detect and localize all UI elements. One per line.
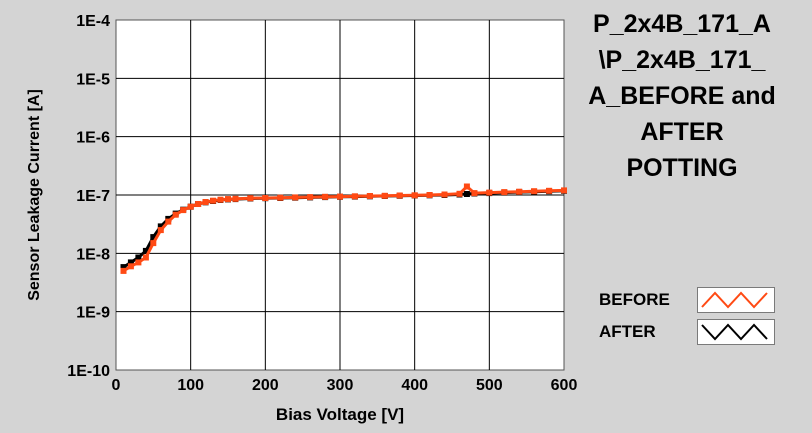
data-point-before (135, 259, 142, 266)
data-point-before (262, 195, 269, 201)
x-axis-label: Bias Voltage [V] (276, 405, 404, 424)
x-tick-label: 600 (551, 377, 578, 394)
data-point-after (463, 191, 470, 197)
y-tick-label: 1E-8 (76, 246, 110, 263)
data-point-after (157, 223, 164, 230)
data-point-before (225, 196, 231, 203)
data-point-before (180, 207, 187, 214)
data-point-before (322, 193, 329, 200)
title-line-4: AFTER (640, 118, 724, 146)
data-point-before (516, 188, 523, 195)
legend-item-after[interactable]: AFTER (597, 316, 777, 345)
data-point-before (426, 192, 433, 198)
legend-item-before[interactable]: BEFORE (597, 284, 777, 313)
legend-swatch-after-icon (701, 323, 768, 341)
data-point-before (292, 194, 299, 201)
data-point-before (337, 193, 343, 200)
grid-layer (116, 20, 564, 370)
data-point-before (217, 196, 224, 203)
data-point-before (463, 183, 470, 190)
data-point-before (456, 190, 463, 197)
legend-label-before: BEFORE (599, 290, 670, 309)
data-point-before (531, 188, 538, 195)
data-point-before (210, 197, 217, 204)
x-tick-label: 100 (177, 377, 204, 394)
legend-swatch-after[interactable] (697, 319, 775, 345)
data-point-before (142, 254, 149, 261)
data-point-after (135, 254, 142, 261)
data-point-before (195, 201, 202, 207)
legend-label-after: AFTER (599, 322, 656, 341)
data-point-before (501, 189, 508, 196)
series-layer (120, 183, 567, 274)
y-tick-label: 1E-9 (76, 305, 110, 322)
x-tick-label: 200 (252, 377, 279, 394)
data-point-before (396, 192, 403, 199)
data-point-before (187, 203, 194, 210)
data-point-before (277, 194, 284, 201)
title-line-1: P_2x4B_171_A (593, 10, 771, 38)
title-line-3: A_BEFORE and (588, 82, 776, 110)
legend-swatch-before-icon (701, 291, 768, 309)
y-tick-label: 1E-5 (76, 71, 110, 88)
data-point-before (232, 195, 239, 202)
data-point-before (441, 191, 448, 198)
x-tick-label: 300 (327, 377, 354, 394)
data-point-before (150, 240, 157, 247)
title-line-5: POTTING (626, 154, 738, 182)
data-point-after (127, 259, 134, 266)
chart-title: P_2x4B_171_A \P_2x4B_171_ A_BEFORE and A… (562, 6, 802, 186)
data-point-before (351, 193, 358, 200)
data-point-before (172, 211, 179, 218)
y-axis-label: Sensor Leakage Current [A] (26, 89, 43, 301)
legend: BEFORE AFTER (587, 282, 787, 350)
data-point-before (202, 199, 209, 205)
data-point-before (127, 263, 134, 270)
data-point-before (471, 190, 478, 197)
data-point-before (411, 192, 418, 199)
data-point-before (381, 192, 388, 199)
data-point-before (366, 193, 373, 199)
data-point-before (486, 189, 493, 196)
x-tick-label: 0 (112, 377, 121, 394)
data-point-before (247, 195, 254, 202)
y-tick-label: 1E-10 (67, 363, 110, 380)
legend-swatch-before[interactable] (697, 287, 775, 313)
data-point-before (157, 227, 164, 234)
x-tick-label: 400 (401, 377, 428, 394)
tick-layer: 0 100 200 300 400 500 600 1E-10 1E-9 1E-8 1E-7 1E-6… (67, 13, 577, 394)
y-tick-label: 1E-6 (76, 130, 110, 147)
title-line-2: \P_2x4B_171_ (598, 46, 766, 74)
data-point-after (150, 234, 157, 241)
data-point-after (120, 264, 127, 271)
data-point-before (546, 187, 553, 194)
y-tick-label: 1E-7 (76, 188, 110, 205)
data-point-before (120, 267, 127, 274)
data-point-after (142, 247, 149, 254)
data-point-before (307, 194, 314, 201)
x-tick-label: 500 (476, 377, 503, 394)
y-tick-label: 1E-4 (76, 13, 110, 30)
data-point-before (165, 218, 172, 225)
data-point-before (561, 187, 567, 194)
